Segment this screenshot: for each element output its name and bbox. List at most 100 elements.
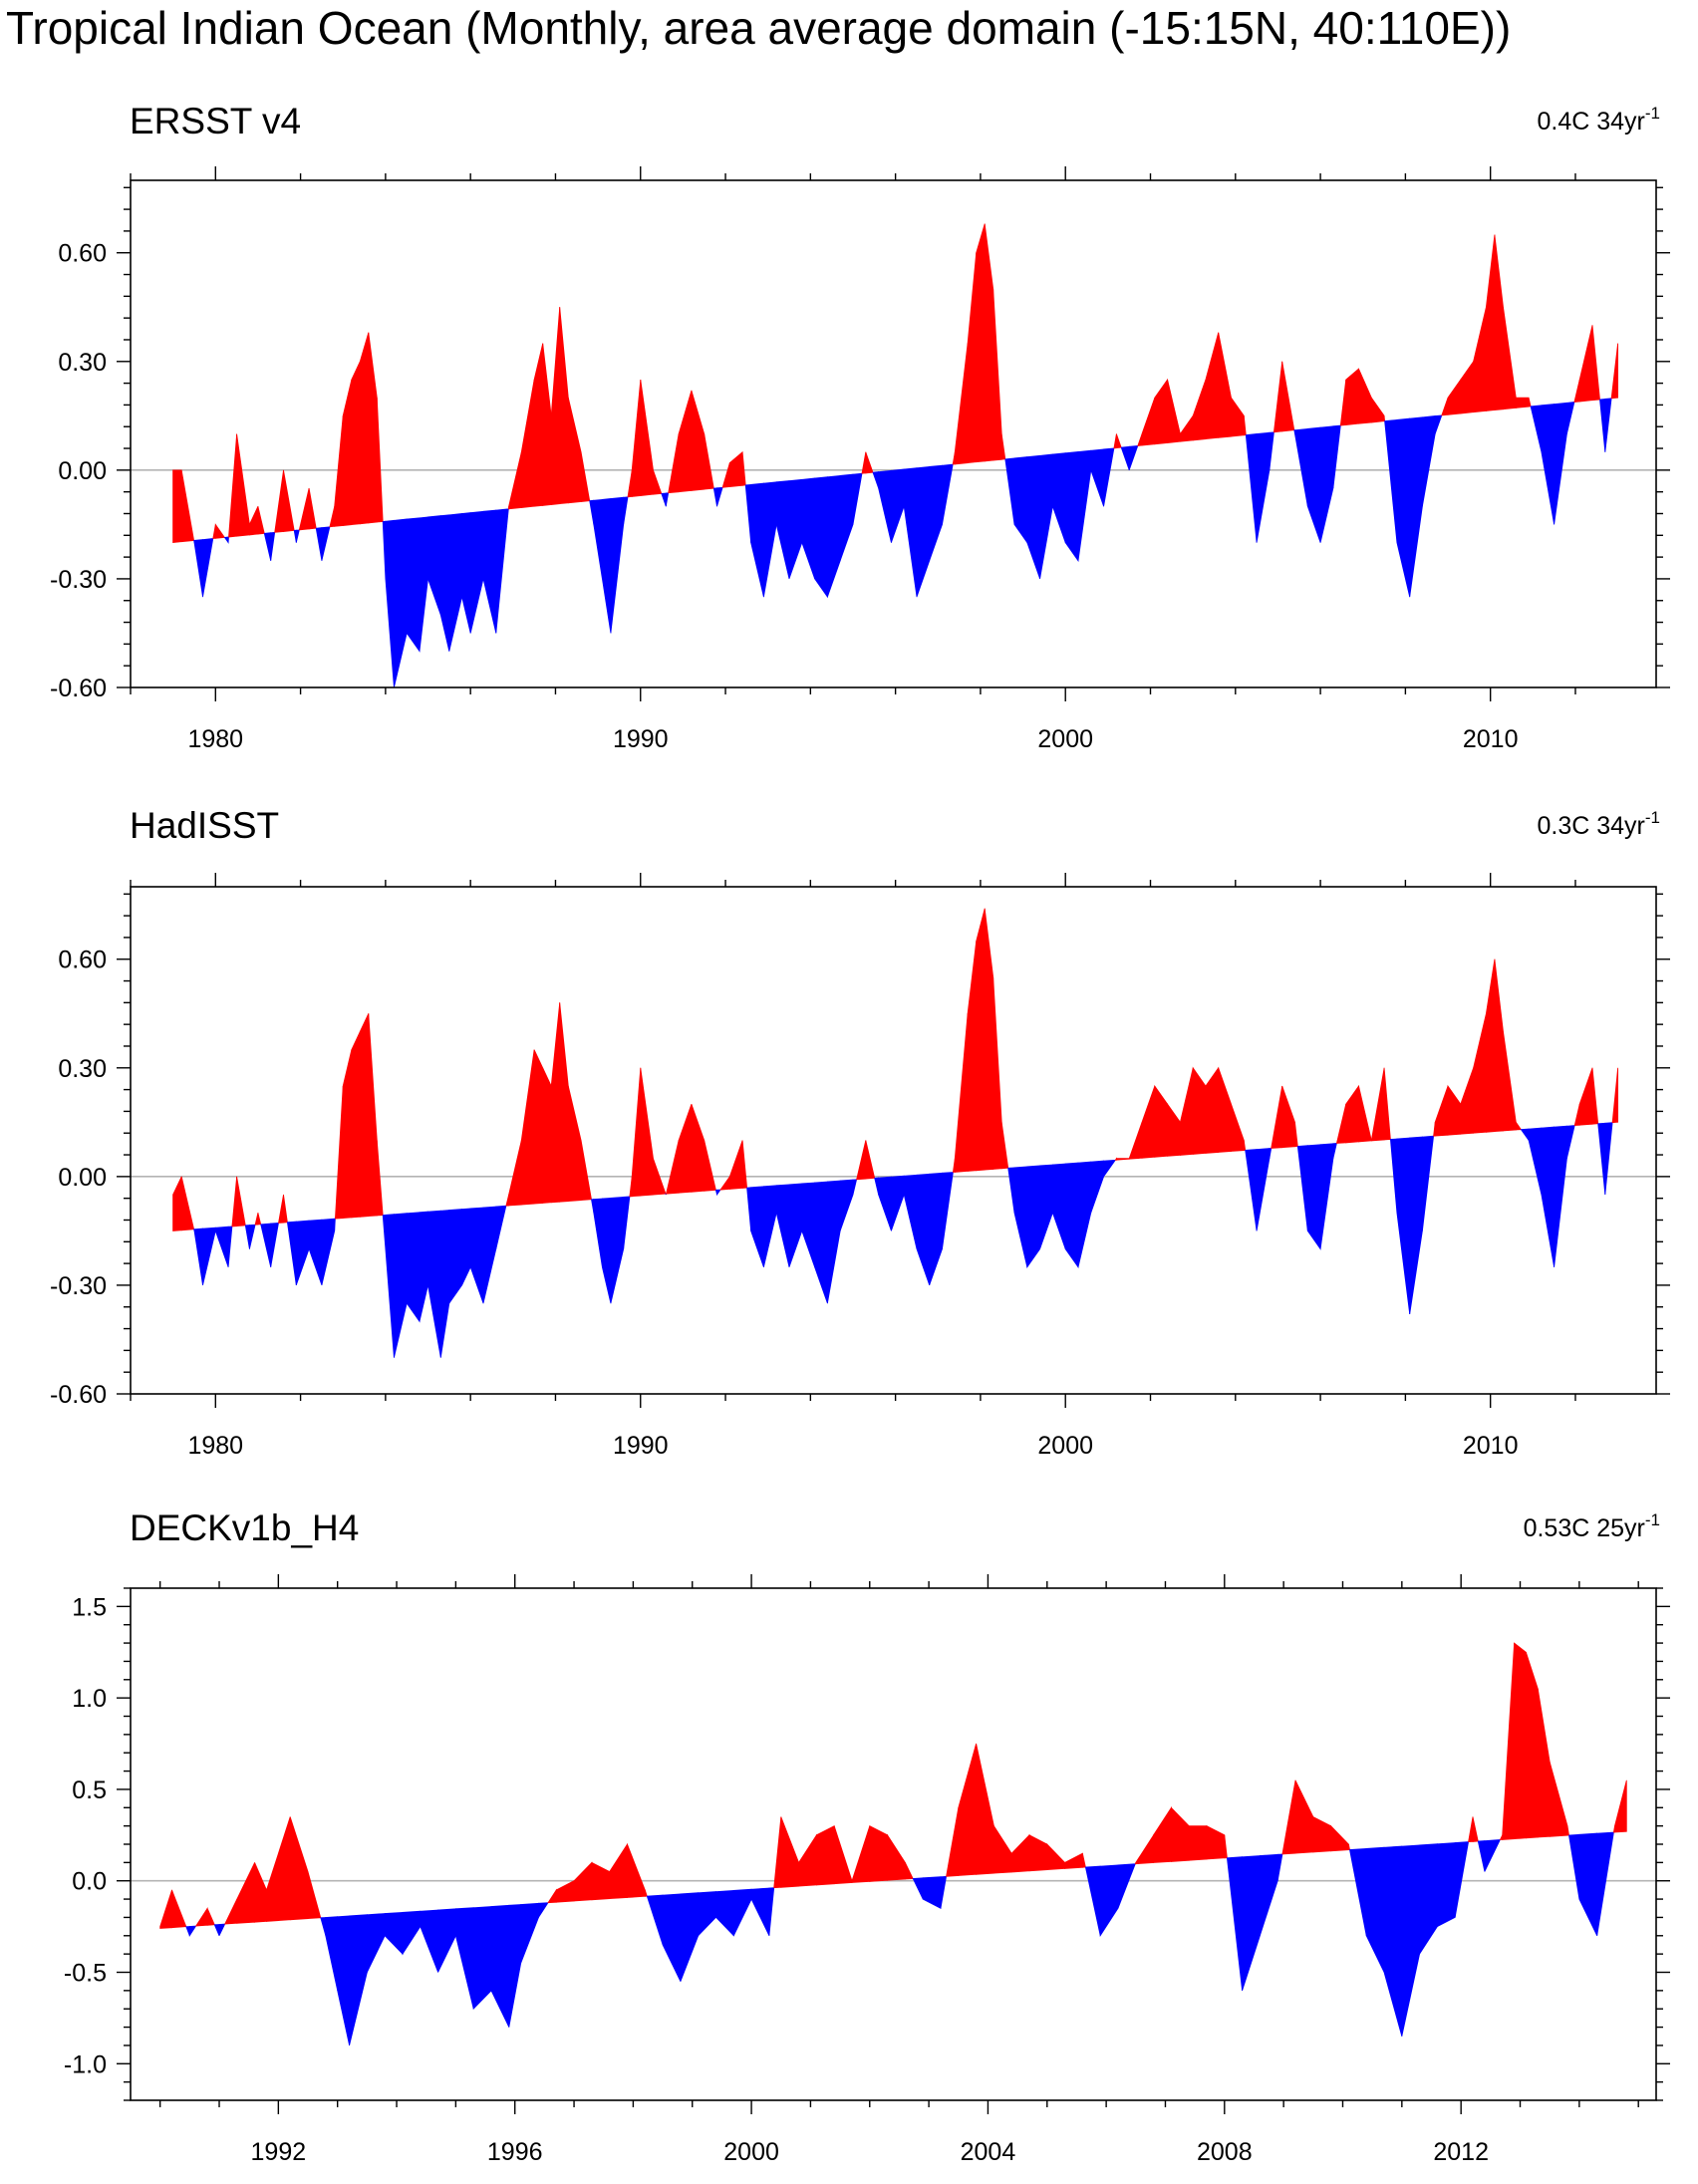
anomaly-above-trend bbox=[816, 1824, 835, 1886]
anomaly-below-trend bbox=[402, 1910, 422, 1956]
anomaly-above-trend bbox=[508, 1140, 522, 1207]
anomaly-below-trend bbox=[1437, 1842, 1456, 1928]
anomaly-above-trend bbox=[1528, 398, 1532, 408]
trend-label: 0.4C 34yr-1 bbox=[1537, 104, 1660, 136]
anomaly-below-trend bbox=[1578, 1832, 1598, 1936]
anomaly-below-trend bbox=[308, 1219, 323, 1286]
anomaly-above-trend bbox=[228, 433, 238, 538]
anomaly-below-trend bbox=[1383, 1845, 1403, 2037]
anomaly-below-trend bbox=[1541, 404, 1555, 525]
anomaly-below-trend bbox=[788, 478, 803, 580]
anomaly-below-trend bbox=[218, 1923, 226, 1936]
anomaly-below-trend bbox=[1566, 1125, 1575, 1159]
anomaly-below-trend bbox=[260, 1223, 272, 1267]
anomaly-above-trend bbox=[257, 1213, 262, 1226]
anomaly-below-trend bbox=[1117, 1863, 1136, 1909]
anomaly-below-trend bbox=[1077, 449, 1092, 561]
anomaly-below-trend bbox=[244, 1225, 250, 1249]
anomaly-above-trend bbox=[640, 379, 654, 496]
anomaly-below-trend bbox=[929, 1172, 943, 1286]
y-tick-label: 0.0 bbox=[72, 1868, 107, 1896]
anomaly-below-trend bbox=[382, 520, 387, 579]
x-tick-label: 1990 bbox=[613, 725, 669, 753]
anomaly-above-trend bbox=[1294, 1779, 1314, 1854]
y-tick-label: 0.00 bbox=[58, 1164, 107, 1192]
anomaly-above-trend bbox=[376, 1140, 384, 1217]
anomaly-below-trend bbox=[1422, 415, 1436, 507]
anomaly-below-trend bbox=[320, 1917, 327, 1936]
anomaly-above-trend bbox=[1447, 1084, 1462, 1136]
anomaly-below-trend bbox=[646, 1894, 664, 1946]
anomaly-above-trend bbox=[627, 469, 633, 498]
anomaly-above-trend bbox=[1205, 332, 1220, 440]
anomaly-above-trend bbox=[728, 450, 743, 487]
x-tick-label: 1980 bbox=[187, 1432, 243, 1460]
anomaly-below-trend bbox=[852, 1179, 858, 1196]
anomaly-above-trend bbox=[993, 1824, 1012, 1874]
anomaly-below-trend bbox=[623, 496, 629, 525]
anomaly-below-trend bbox=[775, 1184, 790, 1267]
anomaly-below-trend bbox=[1064, 1162, 1079, 1269]
plot-frame bbox=[130, 179, 1657, 688]
anomaly-above-trend bbox=[1281, 361, 1295, 432]
anomaly-below-trend bbox=[1004, 457, 1015, 525]
anomaly-below-trend bbox=[202, 1227, 216, 1285]
anomaly-above-trend bbox=[248, 506, 259, 536]
y-tick-label: -0.5 bbox=[64, 1960, 107, 1988]
anomaly-below-trend bbox=[610, 496, 625, 634]
anomaly-below-trend bbox=[385, 1214, 395, 1358]
anomaly-below-trend bbox=[448, 1209, 463, 1305]
anomaly-below-trend bbox=[788, 1183, 803, 1267]
anomaly-above-trend bbox=[1141, 1085, 1156, 1159]
anomaly-above-trend bbox=[644, 1889, 648, 1897]
anomaly-above-trend bbox=[1153, 1805, 1172, 1863]
x-tick-label: 2000 bbox=[723, 2138, 779, 2166]
anomaly-above-trend bbox=[1345, 368, 1359, 425]
anomaly-above-trend bbox=[1330, 1824, 1349, 1852]
anomaly-below-trend bbox=[1090, 1160, 1104, 1214]
anomaly-below-trend bbox=[1260, 1853, 1278, 1936]
anomaly-above-trend bbox=[1171, 1806, 1190, 1862]
anomaly-above-trend bbox=[236, 433, 250, 537]
anomaly-below-trend bbox=[1332, 1143, 1337, 1159]
anomaly-above-trend bbox=[851, 1825, 871, 1883]
anomaly-below-trend bbox=[188, 1925, 197, 1938]
anomaly-above-trend bbox=[505, 1194, 510, 1207]
x-tick-label: 2012 bbox=[1433, 2138, 1489, 2166]
anomaly-above-trend bbox=[567, 1085, 582, 1203]
anomaly-below-trend bbox=[716, 486, 723, 507]
y-tick-label: -0.30 bbox=[50, 1272, 107, 1300]
anomaly-below-trend bbox=[1039, 1164, 1053, 1249]
anomaly-below-trend bbox=[775, 480, 790, 579]
anomaly-below-trend bbox=[427, 515, 441, 616]
anomaly-above-trend bbox=[1167, 1102, 1181, 1157]
anomaly-above-trend bbox=[992, 976, 1002, 1170]
anomaly-below-trend bbox=[469, 1207, 484, 1304]
anomaly-below-trend bbox=[1409, 1136, 1423, 1315]
anomaly-above-trend bbox=[591, 1861, 611, 1901]
anomaly-below-trend bbox=[610, 1196, 625, 1304]
anomaly-below-trend bbox=[1434, 414, 1443, 434]
anomaly-above-trend bbox=[1578, 325, 1593, 403]
anomaly-below-trend bbox=[213, 1924, 220, 1936]
anomaly-below-trend bbox=[1422, 1135, 1435, 1231]
anomaly-below-trend bbox=[193, 539, 203, 598]
anomaly-above-trend bbox=[1243, 415, 1247, 436]
anomaly-below-trend bbox=[874, 1177, 879, 1196]
anomaly-above-trend bbox=[691, 1103, 706, 1193]
anomaly-below-trend bbox=[1039, 453, 1053, 579]
anomaly-below-trend bbox=[437, 1908, 456, 1973]
anomaly-below-trend bbox=[461, 512, 471, 634]
anomaly-above-trend bbox=[334, 415, 344, 527]
anomaly-above-trend bbox=[1010, 1833, 1030, 1873]
x-tick-label: 1990 bbox=[613, 1432, 669, 1460]
anomaly-above-trend bbox=[992, 289, 1002, 461]
anomaly-above-trend bbox=[359, 1013, 370, 1218]
anomaly-above-trend bbox=[550, 1002, 561, 1204]
anomaly-above-trend bbox=[1460, 1067, 1474, 1135]
anomaly-above-trend bbox=[1345, 1084, 1359, 1144]
anomaly-above-trend bbox=[1573, 1104, 1580, 1127]
anomaly-below-trend bbox=[916, 1173, 931, 1286]
anomaly-above-trend bbox=[798, 1833, 817, 1887]
anomaly-above-trend bbox=[1046, 1843, 1065, 1871]
